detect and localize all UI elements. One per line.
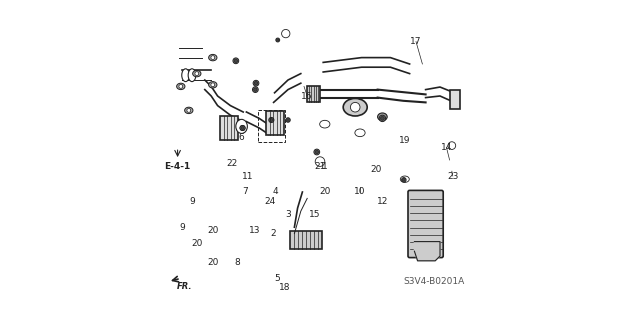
- Ellipse shape: [177, 83, 185, 90]
- Circle shape: [187, 108, 191, 112]
- Text: 7: 7: [242, 188, 248, 196]
- Circle shape: [276, 38, 280, 42]
- Ellipse shape: [343, 99, 367, 116]
- Circle shape: [234, 59, 237, 62]
- Circle shape: [241, 126, 244, 130]
- Text: 12: 12: [377, 197, 388, 206]
- Text: 13: 13: [249, 226, 260, 235]
- Text: 16: 16: [301, 92, 313, 100]
- Circle shape: [240, 125, 245, 131]
- Circle shape: [285, 118, 291, 122]
- Circle shape: [450, 143, 454, 148]
- Text: 17: 17: [410, 37, 422, 46]
- Text: 11: 11: [243, 172, 253, 180]
- Circle shape: [240, 125, 245, 131]
- Circle shape: [195, 72, 198, 76]
- Circle shape: [283, 31, 288, 36]
- Circle shape: [287, 119, 289, 121]
- Bar: [266, 111, 284, 135]
- Text: 3: 3: [285, 210, 291, 219]
- Text: 23: 23: [447, 172, 458, 180]
- Ellipse shape: [209, 82, 217, 88]
- Text: 20: 20: [207, 258, 218, 267]
- Circle shape: [179, 84, 183, 88]
- Circle shape: [269, 117, 274, 123]
- Bar: [307, 86, 320, 102]
- Text: E-4-1: E-4-1: [164, 162, 191, 171]
- Circle shape: [314, 149, 320, 155]
- Circle shape: [322, 121, 328, 127]
- Circle shape: [317, 159, 323, 164]
- Text: 9: 9: [189, 197, 195, 206]
- Circle shape: [379, 115, 385, 122]
- Text: 4: 4: [273, 188, 278, 196]
- Circle shape: [318, 160, 322, 163]
- Ellipse shape: [355, 129, 365, 137]
- Text: FR.: FR.: [177, 282, 192, 291]
- Bar: [258, 110, 285, 142]
- Text: 20: 20: [191, 239, 202, 248]
- Circle shape: [254, 82, 258, 85]
- Circle shape: [315, 157, 325, 166]
- Circle shape: [323, 122, 327, 126]
- Circle shape: [282, 29, 290, 38]
- Circle shape: [380, 116, 384, 120]
- Ellipse shape: [320, 120, 330, 128]
- Ellipse shape: [401, 176, 410, 182]
- Circle shape: [284, 32, 287, 35]
- Circle shape: [357, 130, 364, 136]
- Ellipse shape: [193, 70, 201, 77]
- Ellipse shape: [378, 113, 387, 121]
- Text: 8: 8: [234, 258, 239, 267]
- Circle shape: [403, 178, 406, 181]
- Circle shape: [253, 87, 259, 92]
- Circle shape: [253, 80, 259, 86]
- Circle shape: [351, 102, 360, 112]
- Text: 20: 20: [207, 226, 218, 235]
- Circle shape: [233, 58, 239, 64]
- Text: 19: 19: [399, 136, 410, 145]
- Ellipse shape: [188, 69, 196, 82]
- Text: 6: 6: [239, 133, 244, 142]
- Text: 2: 2: [271, 229, 276, 238]
- Bar: [220, 116, 237, 140]
- Ellipse shape: [209, 54, 217, 61]
- Bar: [290, 231, 322, 249]
- Circle shape: [276, 39, 279, 41]
- Circle shape: [315, 150, 319, 154]
- Circle shape: [451, 144, 453, 147]
- Circle shape: [358, 131, 362, 135]
- Circle shape: [403, 177, 408, 182]
- Text: 24: 24: [265, 197, 276, 206]
- FancyBboxPatch shape: [408, 190, 443, 258]
- Text: S3V4-B0201A: S3V4-B0201A: [403, 277, 465, 286]
- Text: 21: 21: [314, 162, 326, 171]
- Text: 1: 1: [322, 162, 328, 171]
- Circle shape: [402, 178, 406, 182]
- Text: 14: 14: [441, 143, 452, 152]
- Ellipse shape: [236, 119, 248, 133]
- Text: 5: 5: [274, 274, 280, 283]
- Text: 20: 20: [371, 165, 381, 174]
- Text: 9: 9: [180, 223, 185, 232]
- Polygon shape: [415, 242, 440, 261]
- Ellipse shape: [185, 107, 193, 114]
- Circle shape: [448, 142, 456, 149]
- Circle shape: [270, 118, 273, 122]
- Ellipse shape: [182, 69, 189, 82]
- Text: 18: 18: [279, 284, 291, 292]
- Bar: [450, 90, 460, 109]
- Circle shape: [211, 56, 215, 60]
- Text: 22: 22: [227, 159, 237, 168]
- Circle shape: [211, 83, 215, 87]
- Text: 15: 15: [310, 210, 321, 219]
- Circle shape: [253, 88, 257, 91]
- Circle shape: [403, 179, 405, 181]
- Text: 20: 20: [319, 188, 330, 196]
- Text: 10: 10: [355, 188, 365, 196]
